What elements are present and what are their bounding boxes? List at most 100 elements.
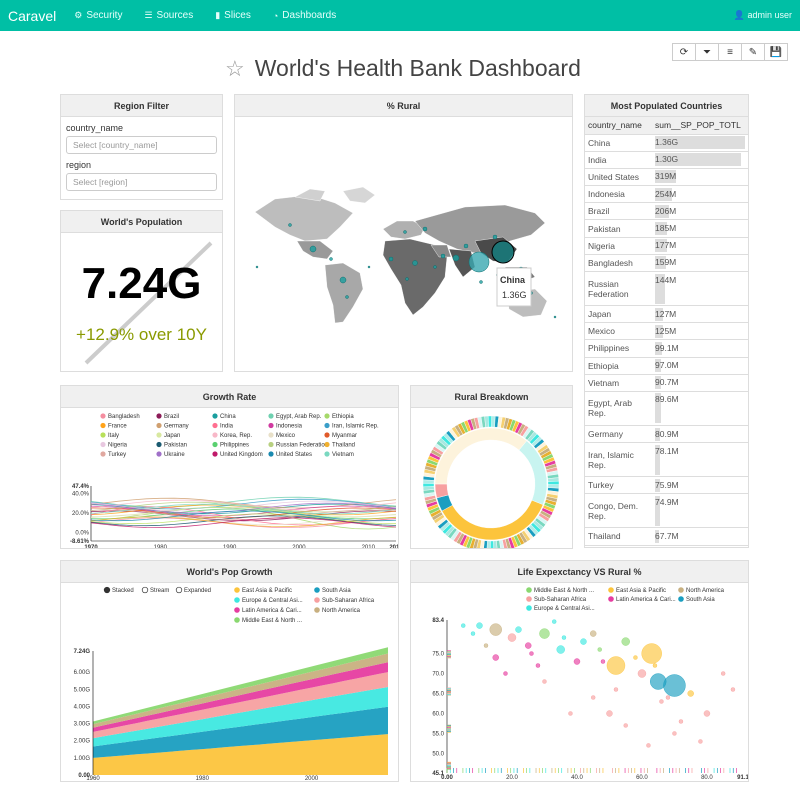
country-cell: Egypt, Arab Rep. [585,391,652,426]
nav-dashboards[interactable]: ◔ Dashboards [272,10,337,21]
legend-dot [212,441,218,448]
table-row[interactable]: Iran, Islamic Rep. 78.1M [585,442,748,478]
data-point [489,623,502,636]
legend-label: Europe & Central Asi... [534,606,595,612]
table-row[interactable]: Russian Federation 144M [585,271,748,306]
world-map[interactable]: China 1.36G [235,117,572,371]
area-series [93,734,388,775]
legend-dot [268,432,274,438]
data-point [515,626,522,633]
col-header-pop[interactable]: sum__SP_POP_TOTL [652,117,748,135]
data-point [525,642,532,649]
dashboard-icon: ◔ [272,10,279,21]
legend-dot [526,587,532,593]
table-row[interactable]: Turkey 75.9M [585,476,748,495]
user-menu[interactable]: 👤 admin user [733,10,792,20]
brand-logo[interactable]: Caravel [8,7,57,24]
tick-label: 5.00G [74,687,91,693]
table-row[interactable]: Vietnam 90.7M [585,374,748,392]
legend-dot [678,587,684,593]
table-row[interactable]: United States 319M [585,168,748,187]
legend-label: Europe & Central Asi... [242,598,303,604]
tick-label: -8.61% [70,539,90,545]
star-icon[interactable]: ☆ [225,55,245,81]
legend-dot [100,413,106,419]
table-row[interactable]: Japan 127M [585,305,748,324]
legend-dot [526,596,532,602]
table-row[interactable]: Ethiopia 97.0M [585,357,748,375]
nav-slices[interactable]: ▮ Slices [215,10,251,21]
table-row[interactable]: Pakistan 185M [585,219,748,238]
country-cell: Japan [585,305,652,324]
table-row[interactable]: Bangladesh 159M [585,254,748,273]
legend-label: Japan [164,433,180,439]
panel-title: Most Populated Countries [585,95,748,117]
legend-dot [608,587,614,593]
data-point [561,635,567,640]
legend-label: North America [686,588,725,594]
region-select[interactable]: Select [region] [66,173,217,191]
series-line [90,502,397,514]
table-row[interactable]: Indonesia 254M [585,185,748,204]
table-row[interactable]: Thailand 67.7M [585,527,748,546]
edit-icon[interactable]: ✎ [741,43,765,61]
panel-title: Region Filter [61,95,222,117]
pop-area-chart[interactable]: Stacked Stream Expanded East Asia & Pacific… [61,583,398,781]
series-line [90,513,397,525]
tick-label: 4.00G [74,704,91,710]
svg-text:1.36G: 1.36G [502,290,527,300]
data-point [573,658,581,665]
save-icon[interactable]: 💾 [764,43,788,61]
legend-label: Latin America & Cari... [242,608,302,614]
table-row[interactable]: Germany 80.9M [585,425,748,444]
table-row[interactable]: India 1.30G [585,151,748,169]
country-select[interactable]: Select [country_name] [66,136,217,154]
series-line [90,510,397,522]
data-point [597,647,602,652]
css-icon[interactable]: ≡ [718,43,742,61]
filter-icon[interactable]: ⏷ [695,43,719,61]
legend-label: United States [276,452,312,458]
legend-dot [324,451,330,457]
bubble-chart[interactable]: Middle East & North ... East Asia & Pacif… [411,583,748,781]
navbar: Caravel ⚙ Security ☰ Sources ▮ Slices ◔ Dash… [0,0,800,31]
table-row[interactable]: Nigeria 177M [585,237,748,255]
legend-label: Philippines [220,443,249,449]
table-row[interactable]: Philippines 99.1M [585,339,748,358]
value-bar [655,427,661,441]
mode-radio [175,586,183,594]
country-cell: Iran, Islamic Rep. [585,442,652,478]
table-row[interactable]: Mexico 125M [585,322,748,341]
sunburst-chart[interactable] [411,408,572,548]
col-header-country[interactable]: country_name [585,117,652,135]
value-bar [655,495,660,526]
legend-dot [156,413,162,419]
tick-label: 70.0 [432,672,444,678]
legend-dot [268,422,274,429]
series-line [90,503,397,515]
table-row[interactable]: Egypt, Arab Rep. 89.6M [585,391,748,426]
big-number: 7.24G [81,259,202,308]
legend-dot [608,596,614,602]
country-cell: Philippines [585,339,652,358]
growth-line-chart[interactable]: Bangladesh Brazil China Egypt, Arab Rep. Eth… [61,408,398,548]
map-tooltip: China 1.36G [496,267,532,307]
refresh-icon[interactable]: ⟳ [672,43,696,61]
value-bar [655,341,662,355]
nav-security[interactable]: ⚙ Security [74,10,123,21]
legend-label: East Asia & Pacific [616,588,666,594]
tick-label: 91.1 [737,775,748,781]
table-row[interactable]: China 1.36G [585,134,748,152]
table-row[interactable]: Brazil 206M [585,202,748,221]
legend-dot [100,432,106,438]
legend-label: Turkey [108,452,126,458]
series-line [90,517,397,529]
table-row[interactable]: Congo, Dem. Rep. 74.9M [585,493,748,529]
value-bar [655,187,672,201]
legend-dot [234,597,240,603]
mode-label: Stream [150,588,169,594]
value-bar [655,444,661,475]
legend-label: South Asia [686,597,715,603]
nav-sources[interactable]: ☰ Sources [144,10,194,21]
legend-label: South Asia [322,588,351,594]
